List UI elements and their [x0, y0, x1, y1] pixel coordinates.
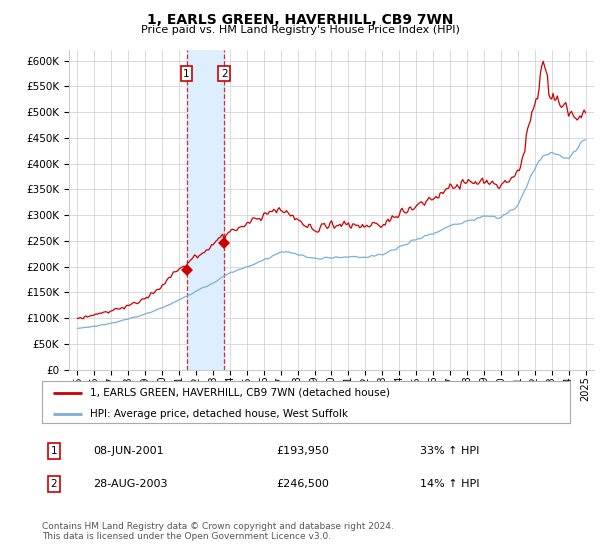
Text: 2: 2	[50, 479, 58, 489]
Text: HPI: Average price, detached house, West Suffolk: HPI: Average price, detached house, West…	[89, 409, 347, 418]
Text: 08-JUN-2001: 08-JUN-2001	[93, 446, 164, 456]
Text: 14% ↑ HPI: 14% ↑ HPI	[420, 479, 479, 489]
Text: 2: 2	[221, 68, 227, 78]
Text: Price paid vs. HM Land Registry's House Price Index (HPI): Price paid vs. HM Land Registry's House …	[140, 25, 460, 35]
Bar	[187, 50, 224, 370]
Text: 33% ↑ HPI: 33% ↑ HPI	[420, 446, 479, 456]
Text: 1, EARLS GREEN, HAVERHILL, CB9 7WN (detached house): 1, EARLS GREEN, HAVERHILL, CB9 7WN (deta…	[89, 388, 389, 398]
Text: £193,950: £193,950	[276, 446, 329, 456]
Text: Contains HM Land Registry data © Crown copyright and database right 2024.
This d: Contains HM Land Registry data © Crown c…	[42, 522, 394, 542]
Text: 1, EARLS GREEN, HAVERHILL, CB9 7WN: 1, EARLS GREEN, HAVERHILL, CB9 7WN	[147, 13, 453, 27]
Text: 28-AUG-2003: 28-AUG-2003	[93, 479, 167, 489]
Text: 1: 1	[183, 68, 190, 78]
Text: 1: 1	[50, 446, 58, 456]
Text: £246,500: £246,500	[276, 479, 329, 489]
